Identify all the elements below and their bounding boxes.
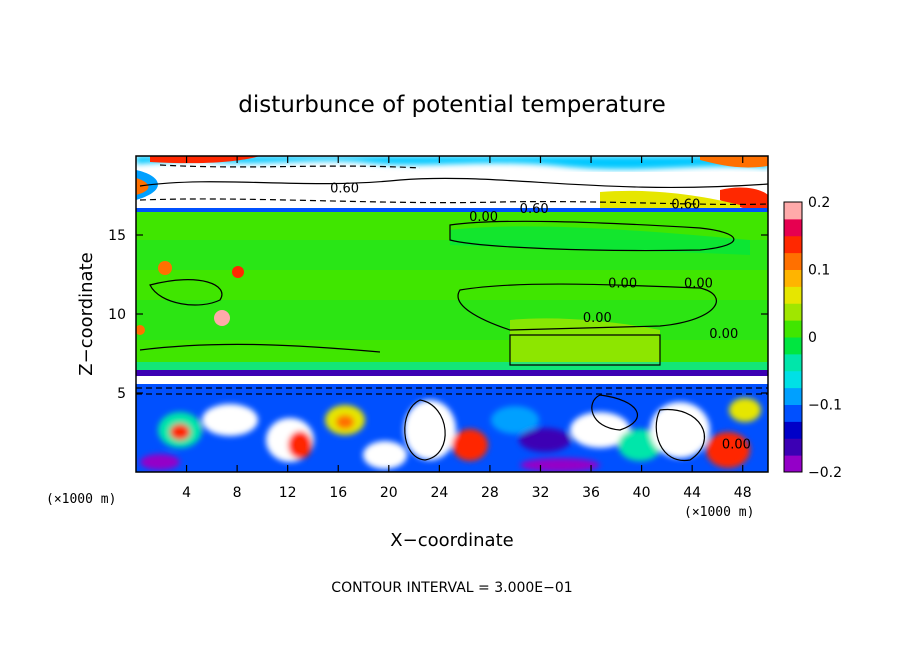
x-axis-ticks: 4 8 12 16 20 24 28 32 36 40 44 48 xyxy=(182,156,752,501)
colorbar-swatch xyxy=(784,455,802,473)
y-tick-label: 10 xyxy=(108,307,126,323)
colorbar-swatch xyxy=(784,387,802,405)
y-tick-label: 15 xyxy=(108,228,126,244)
y-axis-title: Z−coordinate xyxy=(76,252,97,375)
x-tick-label: 16 xyxy=(329,485,347,501)
colorbar-ticks: 0.2 0.1 0 −0.1 −0.2 xyxy=(808,195,842,481)
x-tick-label: 48 xyxy=(734,485,752,501)
colorbar xyxy=(783,201,803,473)
contour-label: 0.00 xyxy=(608,276,637,291)
contour-label: 0.00 xyxy=(709,327,738,342)
contour-lines xyxy=(136,164,768,461)
mid-layer-field xyxy=(136,212,768,372)
plot-area xyxy=(136,156,768,472)
colorbar-swatch xyxy=(784,303,802,321)
x-tick-label: 4 xyxy=(182,485,191,501)
y-tick-label: 5 xyxy=(117,386,126,402)
colorbar-swatch xyxy=(784,370,802,389)
contour-labels: 0.60 0.60 0.60 0.00 0.00 0.00 0.00 0.00 0.00 xyxy=(330,182,751,453)
contour-label: 0.00 xyxy=(722,438,751,453)
colorbar-tick-label: −0.1 xyxy=(808,398,842,414)
x-axis-title: X−coordinate xyxy=(390,530,513,551)
contour-interval-note: CONTOUR INTERVAL = 3.000E−01 xyxy=(331,580,572,596)
x-tick-label: 20 xyxy=(380,485,398,501)
colorbar-tick-label: −0.2 xyxy=(808,465,842,481)
colorbar-tick-label: 0.1 xyxy=(808,263,830,279)
colorbar-swatch xyxy=(784,252,802,270)
colorbar-swatch xyxy=(784,269,802,287)
transition-band xyxy=(136,370,768,376)
chart-title: disturbunce of potential temperature xyxy=(238,92,666,118)
x-tick-label: 44 xyxy=(683,485,701,501)
colorbar-swatch xyxy=(784,337,802,355)
x-tick-label: 12 xyxy=(279,485,297,501)
x-tick-label: 24 xyxy=(430,485,448,501)
y-axis-ticks: 5 10 15 xyxy=(108,228,768,402)
x-tick-label: 36 xyxy=(582,485,600,501)
colorbar-swatch xyxy=(784,438,802,456)
y-unit-label: (×1000 m) xyxy=(46,492,116,507)
colorbar-swatch xyxy=(784,235,802,254)
x-tick-label: 28 xyxy=(481,485,499,501)
colorbar-swatch xyxy=(784,286,802,304)
upper-layer-field xyxy=(136,156,768,214)
colorbar-swatch xyxy=(784,218,802,237)
colorbar-tick-label: 0.2 xyxy=(808,195,830,211)
colorbar-tick-label: 0 xyxy=(808,330,817,346)
colorbar-swatch xyxy=(784,202,802,220)
colorbar-swatch xyxy=(784,404,802,422)
colorbar-swatch xyxy=(784,421,802,439)
x-unit-label: (×1000 m) xyxy=(684,505,754,520)
colorbar-frame xyxy=(783,201,803,473)
colorbar-swatch xyxy=(784,320,802,338)
contour-label: 0.60 xyxy=(520,202,549,217)
contour-label: 0.60 xyxy=(330,182,359,197)
contour-label: 0.00 xyxy=(684,276,713,291)
lower-layer-field xyxy=(136,384,768,472)
contour-label: 0.00 xyxy=(469,210,498,225)
x-tick-label: 32 xyxy=(532,485,550,501)
contour-label: 0.00 xyxy=(583,311,612,326)
colorbar-swatch xyxy=(784,353,802,372)
contour-label: 0.60 xyxy=(671,197,700,212)
x-tick-label: 40 xyxy=(633,485,651,501)
x-tick-label: 8 xyxy=(233,485,242,501)
